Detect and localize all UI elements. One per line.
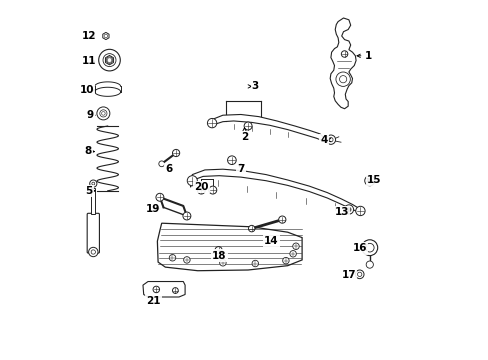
Circle shape [251, 260, 258, 267]
Circle shape [364, 176, 374, 186]
Polygon shape [329, 18, 355, 109]
Circle shape [183, 212, 190, 220]
Circle shape [92, 182, 95, 185]
Circle shape [248, 225, 254, 232]
Circle shape [183, 257, 190, 263]
Text: 12: 12 [81, 31, 96, 41]
Polygon shape [212, 114, 323, 141]
Text: 7: 7 [237, 164, 244, 174]
Text: 15: 15 [366, 175, 381, 185]
Text: 21: 21 [146, 296, 161, 306]
FancyBboxPatch shape [363, 242, 375, 250]
Circle shape [172, 288, 178, 293]
FancyBboxPatch shape [91, 188, 95, 215]
Polygon shape [190, 169, 361, 213]
Circle shape [227, 156, 236, 165]
Polygon shape [157, 223, 302, 271]
Circle shape [344, 205, 353, 214]
Circle shape [91, 250, 95, 254]
Circle shape [357, 272, 361, 276]
Circle shape [153, 286, 159, 293]
Text: 3: 3 [251, 81, 258, 91]
Text: 6: 6 [165, 164, 172, 174]
Circle shape [366, 261, 373, 268]
Circle shape [156, 193, 163, 201]
Circle shape [207, 118, 216, 128]
Text: 19: 19 [145, 204, 160, 214]
Circle shape [325, 135, 335, 144]
Circle shape [102, 112, 105, 115]
Circle shape [169, 255, 175, 261]
Circle shape [361, 240, 377, 256]
Text: 16: 16 [352, 243, 366, 253]
Circle shape [289, 251, 296, 257]
Circle shape [187, 176, 197, 186]
Circle shape [346, 207, 350, 212]
Text: 17: 17 [341, 270, 355, 280]
Circle shape [365, 243, 373, 252]
Text: 20: 20 [194, 182, 208, 192]
Text: 4: 4 [319, 135, 327, 145]
Text: 11: 11 [81, 56, 96, 66]
Circle shape [339, 76, 346, 83]
Circle shape [355, 270, 363, 279]
FancyBboxPatch shape [87, 213, 99, 253]
Circle shape [104, 34, 107, 38]
Text: 13: 13 [334, 207, 348, 217]
Circle shape [355, 206, 365, 216]
Text: 5: 5 [85, 186, 92, 196]
Polygon shape [102, 32, 109, 40]
Text: 9: 9 [87, 110, 94, 120]
Circle shape [106, 57, 113, 63]
Text: 2: 2 [241, 132, 247, 142]
Circle shape [215, 247, 222, 254]
Circle shape [159, 161, 164, 167]
Text: 1: 1 [365, 51, 371, 61]
Polygon shape [105, 55, 113, 65]
Text: 10: 10 [80, 85, 94, 95]
Circle shape [197, 186, 205, 194]
Circle shape [107, 58, 112, 62]
Circle shape [208, 186, 216, 194]
Circle shape [341, 51, 347, 57]
Circle shape [97, 107, 110, 120]
Circle shape [292, 243, 299, 249]
Circle shape [282, 257, 288, 264]
Circle shape [347, 208, 349, 211]
Circle shape [99, 49, 120, 71]
Circle shape [219, 260, 225, 266]
Text: 14: 14 [264, 236, 278, 246]
Circle shape [88, 247, 98, 257]
Circle shape [328, 138, 332, 142]
FancyBboxPatch shape [95, 86, 120, 92]
Polygon shape [142, 282, 185, 297]
Circle shape [244, 122, 251, 130]
Circle shape [335, 72, 349, 86]
Circle shape [100, 110, 107, 117]
Circle shape [172, 149, 179, 157]
Text: 8: 8 [84, 146, 91, 156]
Circle shape [103, 54, 116, 67]
Circle shape [89, 180, 97, 187]
Circle shape [278, 216, 285, 223]
Circle shape [366, 178, 371, 183]
Text: 18: 18 [212, 251, 226, 261]
